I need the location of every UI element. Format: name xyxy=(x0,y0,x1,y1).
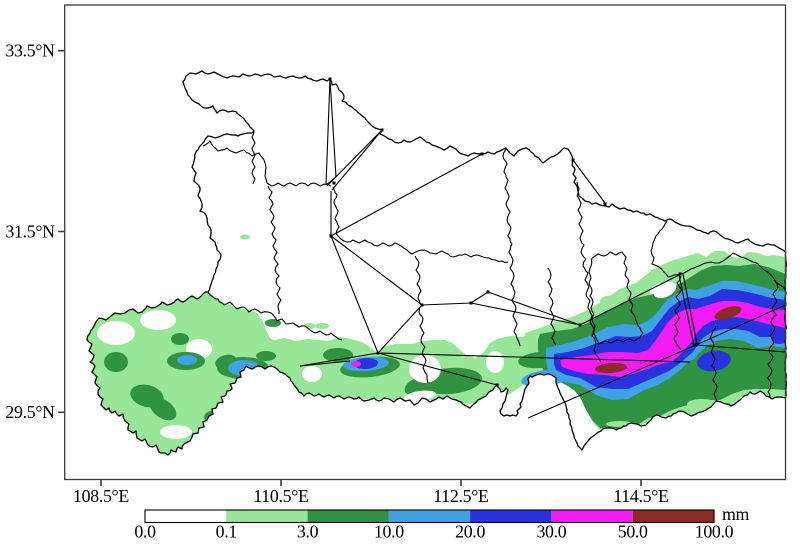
svg-text:108.5°E: 108.5°E xyxy=(73,486,129,506)
svg-text:114.5°E: 114.5°E xyxy=(613,486,668,506)
svg-text:20.0: 20.0 xyxy=(455,522,485,542)
svg-text:0.0: 0.0 xyxy=(134,522,156,542)
svg-text:31.5°N: 31.5°N xyxy=(5,221,55,241)
svg-text:30.0: 30.0 xyxy=(536,522,566,542)
svg-text:0.1: 0.1 xyxy=(216,522,237,542)
svg-text:10.0: 10.0 xyxy=(374,522,404,542)
svg-text:100.0: 100.0 xyxy=(695,522,734,542)
svg-text:29.5°N: 29.5°N xyxy=(5,402,55,422)
svg-text:3.0: 3.0 xyxy=(297,522,319,542)
svg-text:50.0: 50.0 xyxy=(618,522,648,542)
svg-text:33.5°N: 33.5°N xyxy=(5,41,55,61)
svg-text:110.5°E: 110.5°E xyxy=(253,486,308,506)
svg-text:mm: mm xyxy=(722,504,750,524)
svg-text:112.5°E: 112.5°E xyxy=(433,486,488,506)
